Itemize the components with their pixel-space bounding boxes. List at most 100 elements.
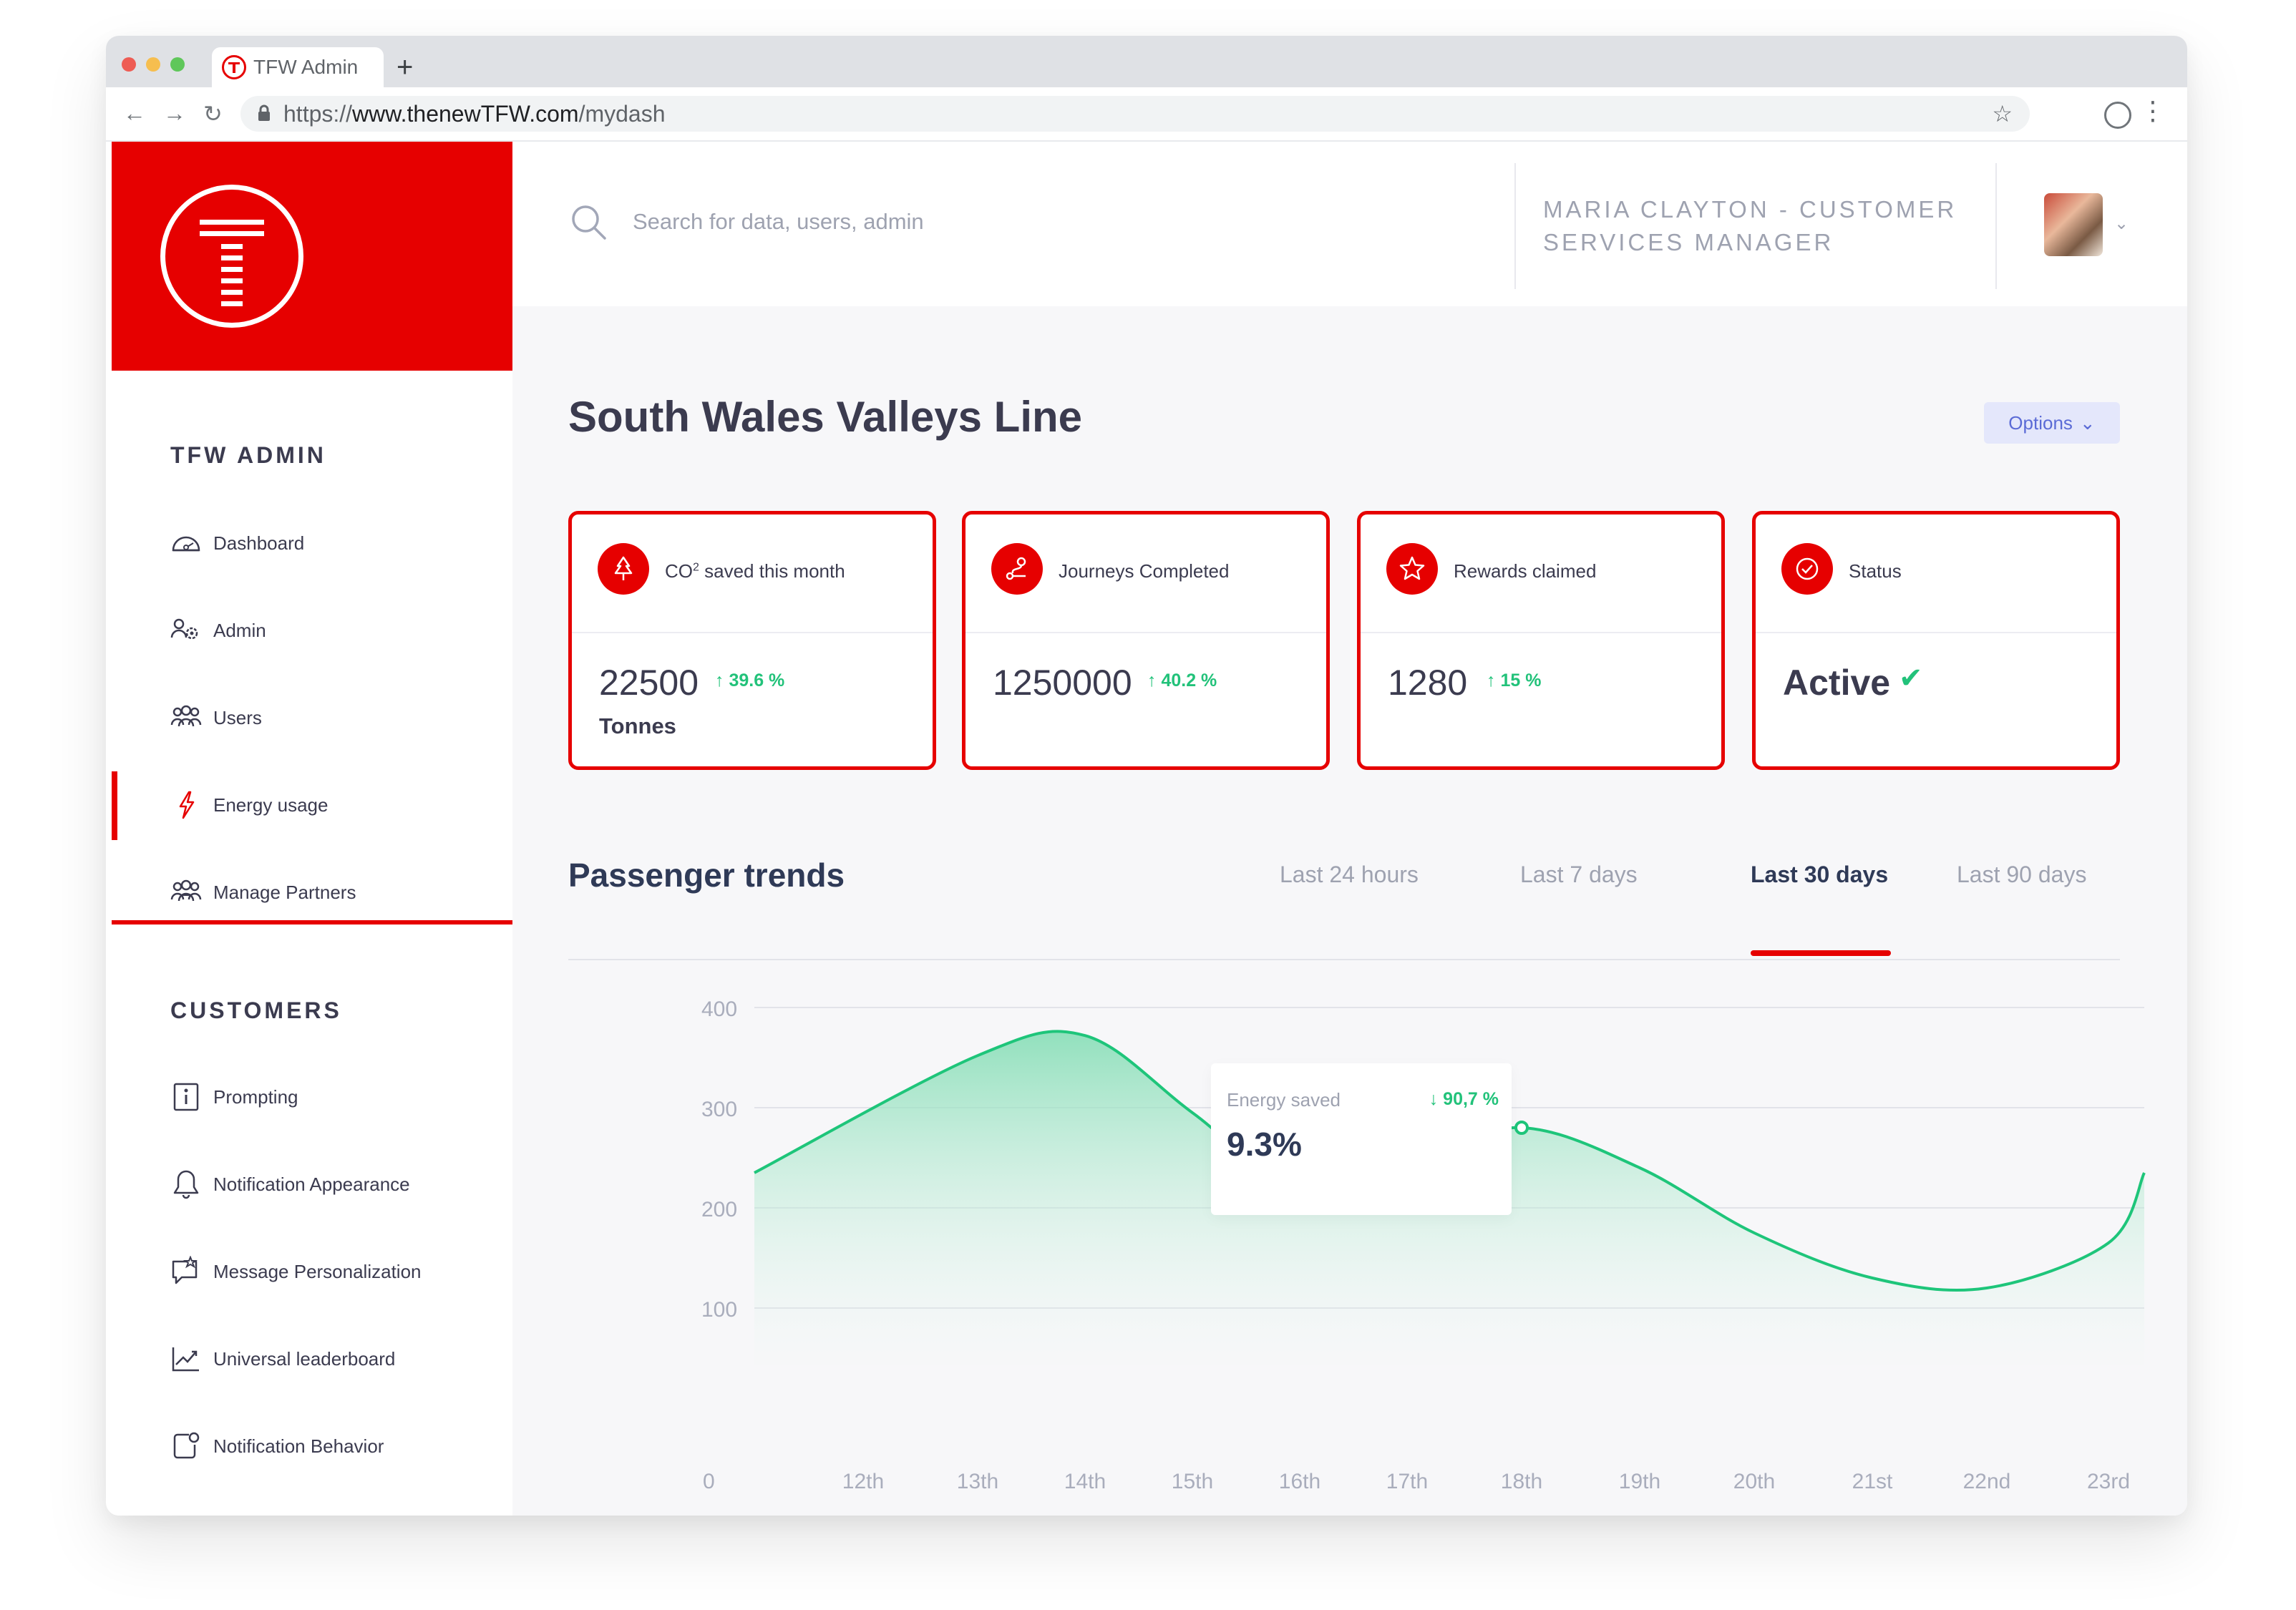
sidebar-item-label: Admin: [213, 619, 266, 641]
y-tick-label: 100: [701, 1298, 737, 1322]
minimize-window-button[interactable]: [146, 57, 160, 72]
browser-tab[interactable]: TFW Admin: [212, 47, 384, 87]
tooltip-label: Energy saved: [1227, 1089, 1341, 1111]
stat-card-status[interactable]: Status Active ✔: [1752, 511, 2120, 770]
y-tick-label: 400: [701, 997, 737, 1021]
browser-profile-icon[interactable]: [2104, 102, 2131, 129]
partners-icon: [170, 879, 202, 902]
options-button[interactable]: Options ⌄: [1984, 402, 2120, 444]
x-tick-label: 22nd: [1963, 1470, 2011, 1493]
user-name-role: MARIA CLAYTON - CUSTOMER SERVICES MANAGE…: [1543, 193, 1987, 259]
card-label: CO2 saved this month: [665, 560, 845, 582]
check-circle-icon: [1781, 543, 1833, 595]
sidebar-item-energy-usage[interactable]: Energy usage: [170, 787, 328, 823]
stat-card-rewards[interactable]: Rewards claimed 1280 ↑ 15 %: [1357, 511, 1725, 770]
search-icon[interactable]: [568, 202, 608, 242]
tab-last-90-days[interactable]: Last 90 days: [1957, 862, 2087, 887]
options-label: Options: [2008, 411, 2073, 434]
active-item-indicator: [112, 771, 117, 840]
browser-tab-title: TFW Admin: [253, 56, 359, 78]
x-tick-label: 19th: [1619, 1470, 1660, 1493]
browser-addressbar: ← → ↻ https:// www.thenewTFW.com /mydash…: [106, 87, 2187, 142]
tfw-logo-block[interactable]: [112, 142, 512, 371]
sidebar-item-notification-behavior[interactable]: Notification Behavior: [170, 1428, 384, 1464]
back-icon[interactable]: ←: [123, 100, 146, 126]
sidebar-item-label: Users: [213, 706, 262, 728]
maximize-window-button[interactable]: [170, 57, 185, 72]
reload-icon[interactable]: ↻: [203, 101, 223, 127]
sidebar-item-label: Message Personalization: [213, 1260, 422, 1282]
card-header: CO2 saved this month: [572, 514, 933, 633]
forward-icon[interactable]: →: [163, 100, 186, 126]
card-header: Journeys Completed: [965, 514, 1326, 633]
card-unit: Tonnes: [599, 713, 676, 738]
x-tick-label: 17th: [1386, 1470, 1428, 1493]
url-scheme: https://: [283, 100, 353, 127]
sidebar-item-dashboard[interactable]: Dashboard: [170, 525, 304, 561]
sidebar-item-message-personalization[interactable]: Message Personalization: [170, 1254, 422, 1289]
sidebar-section-tfw-admin: TFW ADMIN: [170, 442, 326, 468]
active-tab-underline: [1751, 950, 1891, 956]
sidebar-item-universal-leaderboard[interactable]: Universal leaderboard: [170, 1341, 395, 1377]
url-path: /mydash: [578, 100, 666, 127]
lightning-icon: [179, 791, 195, 819]
user-role-line: SERVICES MANAGER: [1543, 229, 1834, 255]
sidebar-item-label: Prompting: [213, 1085, 298, 1108]
tab-last-24-hours[interactable]: Last 24 hours: [1280, 862, 1419, 887]
chevron-down-icon[interactable]: ⌄: [2114, 214, 2129, 233]
x-tick-label: 12th: [842, 1470, 884, 1493]
chart-highlight-point[interactable]: [1514, 1121, 1529, 1135]
chevron-down-icon: ⌄: [2079, 411, 2096, 434]
stat-card-journeys[interactable]: Journeys Completed 1250000 ↑ 40.2 %: [962, 511, 1330, 770]
x-tick-label: 15th: [1172, 1470, 1213, 1493]
dashboard-icon: [172, 536, 200, 552]
main-content: South Wales Valleys Line Options ⌄ CO2 s…: [512, 306, 2187, 1516]
co2-label-suffix: saved this month: [699, 560, 845, 582]
card-change: ↑ 39.6 %: [715, 670, 785, 691]
close-window-button[interactable]: [122, 57, 136, 72]
sidebar-divider: [112, 920, 512, 924]
x-tick-label: 13th: [957, 1470, 998, 1493]
stat-card-co2[interactable]: CO2 saved this month 22500 ↑ 39.6 % Tonn…: [568, 511, 936, 770]
browser-window: TFW Admin + ← → ↻ https:// www.thenewTFW…: [106, 36, 2187, 1516]
tooltip-change: ↓ 90,7 %: [1429, 1089, 1499, 1109]
avatar[interactable]: [2044, 193, 2103, 256]
card-header: Rewards claimed: [1361, 514, 1721, 633]
tab-last-7-days[interactable]: Last 7 days: [1520, 862, 1638, 887]
sidebar-item-label: Dashboard: [213, 532, 305, 554]
sidebar-item-label: Manage Partners: [213, 881, 356, 903]
sidebar-item-notification-appearance[interactable]: Notification Appearance: [170, 1166, 410, 1202]
tfw-logo-icon: [160, 185, 303, 328]
card-label: Rewards claimed: [1454, 560, 1597, 582]
chat-star-icon: [172, 1256, 198, 1284]
checkmark-icon: ✔: [1899, 663, 1923, 694]
trends-title: Passenger trends: [568, 857, 845, 894]
sidebar-item-label: Energy usage: [213, 794, 329, 816]
new-tab-button[interactable]: +: [397, 52, 414, 83]
notification-icon: [173, 1432, 200, 1459]
users-icon: [170, 705, 202, 727]
y-tick-label: 200: [701, 1198, 737, 1221]
card-value: 1280: [1388, 663, 1468, 703]
x-tick-label: 14th: [1064, 1470, 1106, 1493]
card-label: Journeys Completed: [1059, 560, 1230, 582]
browser-menu-icon[interactable]: ⋮: [2140, 96, 2166, 125]
sidebar-item-label: Notification Behavior: [213, 1435, 384, 1457]
card-label: Status: [1849, 560, 1902, 582]
url-field[interactable]: https:// www.thenewTFW.com /mydash ☆: [240, 96, 2030, 132]
sidebar: TFW ADMIN Dashboard Admin Users Energy u…: [112, 142, 512, 1516]
sidebar-item-admin[interactable]: Admin: [170, 613, 266, 648]
y-tick-label: 300: [701, 1098, 737, 1121]
sidebar-item-users[interactable]: Users: [170, 700, 262, 736]
trend-icon: [172, 1347, 199, 1372]
passenger-trends-chart: 0 100 200 300 400 12th 13th 14th 15th 16th 17th 18…: [701, 997, 2146, 1493]
bookmark-star-icon[interactable]: ☆: [1992, 101, 2013, 127]
bell-icon: [173, 1170, 199, 1199]
x-tick-label: 20th: [1733, 1470, 1775, 1493]
search-input[interactable]: Search for data, users, admin: [633, 209, 924, 234]
sidebar-item-prompting[interactable]: Prompting: [170, 1079, 298, 1115]
card-change: ↑ 40.2 %: [1147, 670, 1217, 691]
x-tick-label: 23rd: [2087, 1470, 2130, 1493]
tab-last-30-days[interactable]: Last 30 days: [1751, 862, 1889, 887]
sidebar-item-manage-partners[interactable]: Manage Partners: [170, 874, 356, 910]
